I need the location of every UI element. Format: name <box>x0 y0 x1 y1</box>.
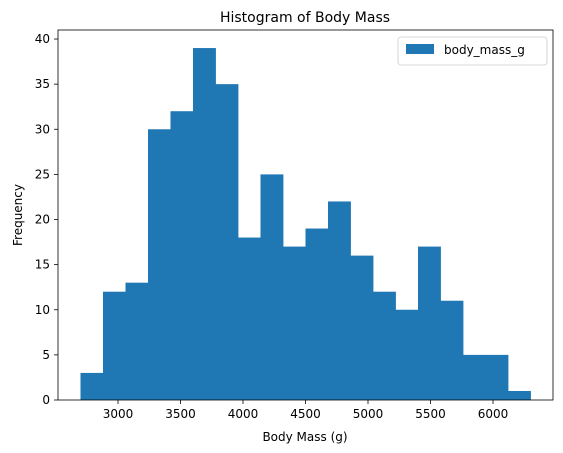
y-tick-label: 40 <box>35 32 50 46</box>
histogram-bar <box>80 372 104 400</box>
y-tick-label: 20 <box>35 213 50 227</box>
histogram-bar <box>148 129 171 400</box>
bars-layer <box>80 48 531 401</box>
histogram-bar <box>125 282 149 400</box>
y-tick-label: 30 <box>35 122 50 136</box>
x-tick-label: 3000 <box>103 407 134 421</box>
histogram-bar <box>395 309 419 400</box>
histogram-bar <box>440 300 464 400</box>
x-axis-ticks: 3000 3500 4000 4500 5000 5500 6000 <box>103 400 509 421</box>
histogram-bar <box>260 174 284 400</box>
legend: body_mass_g <box>397 36 548 66</box>
histogram-bar <box>418 246 441 400</box>
y-tick-label: 0 <box>42 393 50 407</box>
histogram-bar <box>350 255 374 400</box>
histogram-bar <box>193 48 216 401</box>
x-tick-label: 4500 <box>290 407 321 421</box>
histogram-bar <box>238 237 261 400</box>
histogram-bar <box>103 291 126 400</box>
x-tick-label: 4000 <box>228 407 259 421</box>
y-tick-label: 35 <box>35 77 50 91</box>
histogram-bar <box>305 228 329 400</box>
x-tick-label: 3500 <box>165 407 196 421</box>
y-axis-label: Frequency <box>11 184 25 246</box>
histogram-bar <box>215 84 239 401</box>
histogram-bar <box>170 111 194 400</box>
histogram-bar <box>485 354 509 400</box>
x-tick-label: 6000 <box>478 407 509 421</box>
legend-label: body_mass_g <box>444 43 525 57</box>
y-tick-label: 5 <box>42 348 50 362</box>
y-tick-label: 15 <box>35 258 50 272</box>
histogram-bar <box>328 201 351 400</box>
x-tick-label: 5500 <box>415 407 446 421</box>
chart-title: Histogram of Body Mass <box>220 10 390 26</box>
histogram-bar <box>373 291 396 400</box>
x-tick-label: 5000 <box>353 407 384 421</box>
legend-box <box>397 36 548 66</box>
y-tick-label: 25 <box>35 167 50 181</box>
y-tick-label: 10 <box>35 303 50 317</box>
histogram-bar <box>508 390 531 400</box>
histogram-bar <box>463 354 486 400</box>
histogram-bar <box>283 246 306 400</box>
legend-swatch <box>406 44 434 54</box>
y-axis-ticks: 0 5 10 15 20 25 30 35 40 <box>35 32 58 407</box>
x-axis-label: Body Mass (g) <box>262 430 347 444</box>
